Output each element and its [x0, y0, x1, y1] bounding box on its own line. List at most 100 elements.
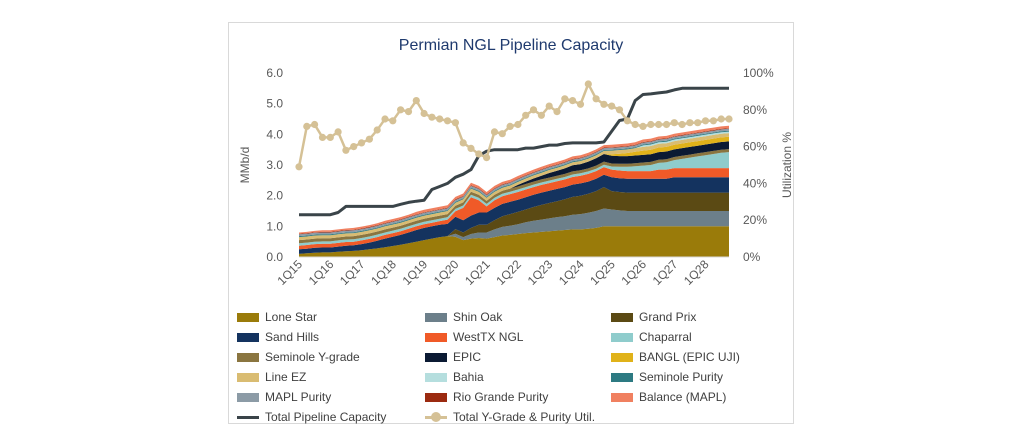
legend-swatch: [237, 312, 259, 322]
y-tick-label: 2.0: [266, 189, 283, 203]
legend-swatch: [425, 352, 447, 362]
util-point: [639, 122, 647, 130]
legend-item-shin-oak: Shin Oak: [425, 308, 502, 326]
util-point: [569, 97, 577, 105]
util-point: [522, 111, 530, 119]
area-shin-oak: [299, 208, 729, 254]
util-point: [623, 117, 631, 125]
legend-swatch: [237, 332, 259, 342]
util-point: [701, 117, 710, 125]
y-tick-label: 1.0: [266, 219, 283, 233]
chart-frame: Permian NGL Pipeline Capacity 0.0 1.0 2.0 3…: [228, 22, 794, 424]
util-point: [498, 130, 506, 138]
util-point: [694, 119, 702, 127]
legend-item-rio-grande-purity: Rio Grande Purity: [425, 388, 548, 406]
util-point: [311, 120, 319, 129]
util-point: [686, 119, 694, 127]
legend-swatch: [611, 392, 633, 402]
area-chaparral: [299, 152, 729, 246]
legend-label: Seminole Purity: [639, 370, 724, 384]
legend-item-balance-mapl: Balance (MAPL): [611, 388, 726, 406]
y2-axis-title: Utilization %: [780, 132, 794, 198]
area-balance-mapl: [299, 125, 729, 234]
y-tick-label: 4.0: [266, 127, 283, 141]
legend-item-chaparral: Chaparral: [611, 328, 692, 346]
util-point: [381, 115, 389, 123]
legend-label: Lone Star: [265, 310, 318, 324]
legend-item-lone-star: Lone Star: [237, 308, 317, 326]
util-point: [514, 120, 522, 129]
legend-item-westtx-ngl: WestTX NGL: [425, 328, 523, 346]
legend-swatch: [611, 372, 633, 382]
x-tick-label: 1Q20: [431, 257, 462, 288]
legend-swatch: [611, 312, 633, 322]
util-point: [506, 122, 514, 130]
util-point: [537, 111, 545, 119]
legend-label: Bahia: [453, 370, 484, 384]
legend-swatch: [611, 352, 633, 362]
util-point: [662, 120, 671, 129]
legend-item-sand-hills: Sand Hills: [237, 328, 319, 346]
legend-swatch: [611, 332, 633, 342]
legend-item-total-y-grade-purity-util: Total Y-Grade & Purity Util.: [425, 408, 595, 426]
y-tick-label: 5.0: [266, 97, 283, 111]
legend-swatch: [425, 332, 447, 342]
util-point: [600, 100, 608, 108]
legend-label: WestTX NGL: [453, 330, 524, 344]
util-point: [678, 120, 686, 129]
util-point: [608, 102, 616, 110]
chart-title: Permian NGL Pipeline Capacity: [398, 37, 624, 54]
area-westtx-ngl: [299, 167, 729, 250]
util-point: [592, 95, 600, 103]
util-point: [631, 120, 639, 129]
util-point: [334, 128, 342, 136]
util-point: [561, 95, 569, 103]
y2-tick-label: 100%: [743, 66, 774, 80]
area-grand-prix: [299, 187, 729, 254]
legend-swatch: [237, 408, 259, 426]
x-tick-label: 1Q17: [337, 257, 368, 288]
legend-item-line-ez: Line EZ: [237, 368, 306, 386]
util-point: [490, 128, 499, 136]
x-tick-label: 1Q19: [400, 257, 431, 288]
legend-swatch: [237, 352, 259, 362]
y2-tick-label: 0%: [743, 250, 761, 264]
legend-label: BANGL (EPIC UJI): [639, 350, 740, 364]
util-point: [475, 150, 483, 158]
area-bangl-epic-uji: [299, 136, 729, 241]
util-point: [576, 100, 585, 108]
legend-swatch: [237, 372, 259, 382]
legend-label: Rio Grande Purity: [453, 390, 549, 404]
x-tick-label: 1Q16: [306, 257, 337, 288]
legend-item-bangl-epic-uji: BANGL (EPIC UJI): [611, 348, 740, 366]
util-point: [467, 144, 475, 152]
chart-legend: Lone Star Shin Oak Grand Prix Sand Hills Wes…: [229, 307, 795, 424]
util-point: [717, 115, 725, 123]
legend-item-grand-prix: Grand Prix: [611, 308, 696, 326]
legend-item-epic: EPIC: [425, 348, 481, 366]
area-sand-hills: [299, 174, 729, 254]
legend-label: Line EZ: [265, 370, 307, 384]
x-tick-label: 1Q24: [556, 257, 587, 288]
x-tick-label: 1Q27: [650, 257, 681, 288]
legend-item-bahia: Bahia: [425, 368, 484, 386]
util-point: [412, 97, 420, 105]
util-point: [357, 139, 366, 147]
legend-label: Balance (MAPL): [639, 390, 727, 404]
y-tick-label: 6.0: [266, 66, 283, 80]
legend-label: Sand Hills: [265, 330, 320, 344]
util-point: [725, 115, 733, 123]
util-point: [545, 102, 553, 110]
y2-tick-label: 40%: [743, 176, 767, 190]
y-axis-title: MMb/d: [238, 147, 252, 184]
util-point: [529, 106, 538, 114]
util-point: [318, 133, 327, 141]
area-epic: [299, 141, 729, 241]
y-tick-label: 3.0: [266, 158, 283, 172]
util-point: [373, 126, 381, 134]
util-point: [397, 106, 405, 114]
util-point: [350, 143, 358, 151]
util-point: [709, 117, 717, 125]
util-point: [342, 146, 350, 154]
util-point: [670, 119, 678, 127]
